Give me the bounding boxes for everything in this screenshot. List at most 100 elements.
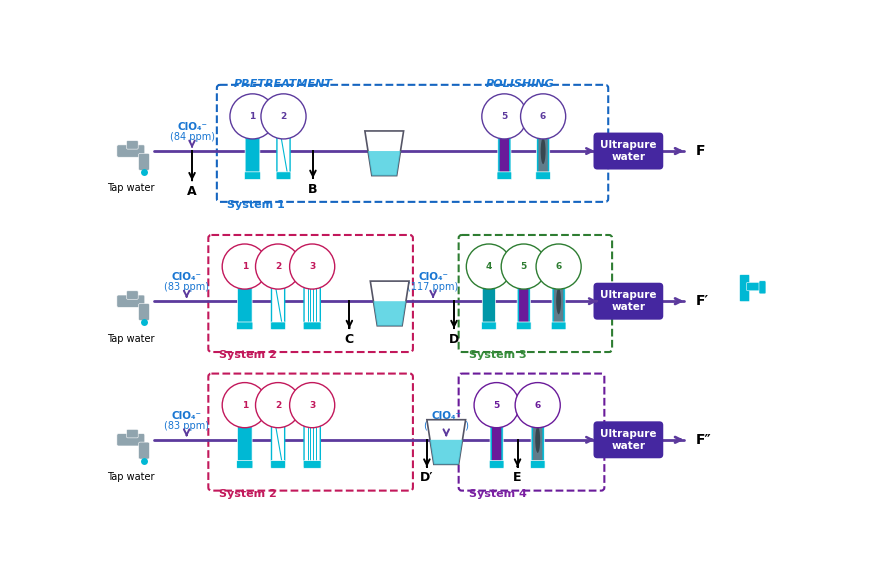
FancyBboxPatch shape (594, 283, 663, 319)
FancyBboxPatch shape (594, 421, 663, 458)
Text: POLISHING: POLISHING (485, 80, 554, 90)
FancyBboxPatch shape (536, 123, 551, 130)
FancyBboxPatch shape (117, 433, 145, 446)
FancyBboxPatch shape (276, 123, 291, 130)
Text: System 2: System 2 (219, 489, 277, 499)
Text: System 2: System 2 (219, 350, 277, 360)
Polygon shape (430, 440, 463, 464)
FancyBboxPatch shape (517, 274, 530, 329)
Text: 6: 6 (555, 262, 561, 271)
FancyBboxPatch shape (554, 277, 563, 325)
FancyBboxPatch shape (271, 273, 285, 280)
Text: 6: 6 (540, 112, 546, 121)
Text: Ultrapure
water: Ultrapure water (600, 290, 656, 312)
Text: A: A (187, 185, 197, 198)
Text: 3: 3 (309, 401, 315, 409)
Text: ClO₄⁻: ClO₄⁻ (177, 122, 207, 132)
FancyBboxPatch shape (303, 460, 321, 468)
FancyBboxPatch shape (533, 416, 542, 464)
FancyBboxPatch shape (489, 460, 504, 468)
Text: ClO₄⁻: ClO₄⁻ (431, 411, 461, 421)
Text: 3: 3 (309, 262, 315, 271)
Text: Tap water: Tap water (107, 333, 155, 343)
Ellipse shape (556, 288, 561, 314)
FancyBboxPatch shape (759, 281, 766, 294)
FancyBboxPatch shape (304, 274, 320, 329)
FancyBboxPatch shape (244, 172, 261, 180)
Text: 4: 4 (485, 262, 492, 271)
FancyBboxPatch shape (531, 412, 544, 467)
FancyBboxPatch shape (551, 273, 566, 280)
FancyBboxPatch shape (498, 123, 511, 178)
Text: (83 ppm): (83 ppm) (164, 421, 210, 431)
Text: D: D (449, 333, 459, 346)
Text: 1: 1 (242, 401, 248, 409)
FancyBboxPatch shape (117, 295, 145, 307)
Text: System 4: System 4 (469, 489, 526, 499)
Text: Ultrapure
water: Ultrapure water (600, 429, 656, 450)
Text: Ultrapure
water: Ultrapure water (600, 140, 656, 162)
FancyBboxPatch shape (482, 273, 496, 280)
FancyBboxPatch shape (272, 412, 285, 467)
FancyBboxPatch shape (304, 412, 320, 467)
Text: (84 ppm): (84 ppm) (169, 132, 215, 142)
Text: F′: F′ (696, 294, 709, 308)
FancyBboxPatch shape (139, 442, 149, 459)
Text: ClO₄⁻: ClO₄⁻ (418, 272, 448, 282)
Text: 2: 2 (275, 262, 281, 271)
FancyBboxPatch shape (117, 145, 145, 157)
FancyBboxPatch shape (245, 123, 260, 178)
FancyBboxPatch shape (519, 277, 528, 325)
Text: ClO₄⁻: ClO₄⁻ (172, 411, 202, 421)
Text: PRETREATMENT: PRETREATMENT (234, 80, 333, 90)
Polygon shape (368, 151, 401, 176)
Text: 5: 5 (501, 112, 507, 121)
FancyBboxPatch shape (237, 274, 252, 329)
Text: C: C (345, 333, 354, 346)
FancyBboxPatch shape (482, 274, 496, 329)
FancyBboxPatch shape (303, 411, 321, 419)
Ellipse shape (540, 138, 546, 164)
FancyBboxPatch shape (303, 322, 321, 330)
Polygon shape (374, 301, 406, 326)
Text: F″: F″ (696, 433, 711, 447)
FancyBboxPatch shape (489, 411, 504, 419)
Text: F: F (696, 144, 705, 158)
FancyBboxPatch shape (536, 172, 551, 180)
FancyBboxPatch shape (237, 411, 253, 419)
Text: 5: 5 (520, 262, 527, 271)
FancyBboxPatch shape (237, 412, 252, 467)
FancyBboxPatch shape (517, 322, 531, 330)
FancyBboxPatch shape (237, 273, 253, 280)
FancyBboxPatch shape (139, 304, 149, 321)
FancyBboxPatch shape (497, 123, 512, 130)
FancyBboxPatch shape (303, 273, 321, 280)
Text: 1: 1 (242, 262, 248, 271)
Text: Tap water: Tap water (107, 183, 155, 194)
FancyBboxPatch shape (237, 460, 253, 468)
Polygon shape (370, 281, 409, 326)
Text: System 3: System 3 (469, 350, 526, 360)
FancyBboxPatch shape (244, 123, 261, 130)
Text: Tap water: Tap water (107, 472, 155, 482)
FancyBboxPatch shape (490, 412, 503, 467)
Text: 6: 6 (534, 401, 541, 409)
FancyBboxPatch shape (530, 411, 545, 419)
FancyBboxPatch shape (127, 291, 138, 300)
Text: System 1: System 1 (227, 200, 285, 211)
Text: 5: 5 (493, 401, 499, 409)
FancyBboxPatch shape (552, 274, 565, 329)
FancyBboxPatch shape (276, 172, 291, 180)
Text: 1: 1 (250, 112, 256, 121)
FancyBboxPatch shape (127, 140, 138, 149)
FancyBboxPatch shape (539, 127, 547, 175)
Text: D′: D′ (420, 472, 434, 484)
FancyBboxPatch shape (739, 274, 750, 302)
Text: B: B (308, 183, 318, 195)
FancyBboxPatch shape (272, 274, 285, 329)
FancyBboxPatch shape (237, 322, 253, 330)
FancyBboxPatch shape (517, 273, 531, 280)
FancyBboxPatch shape (594, 133, 663, 170)
FancyBboxPatch shape (127, 429, 138, 438)
Polygon shape (427, 419, 465, 464)
